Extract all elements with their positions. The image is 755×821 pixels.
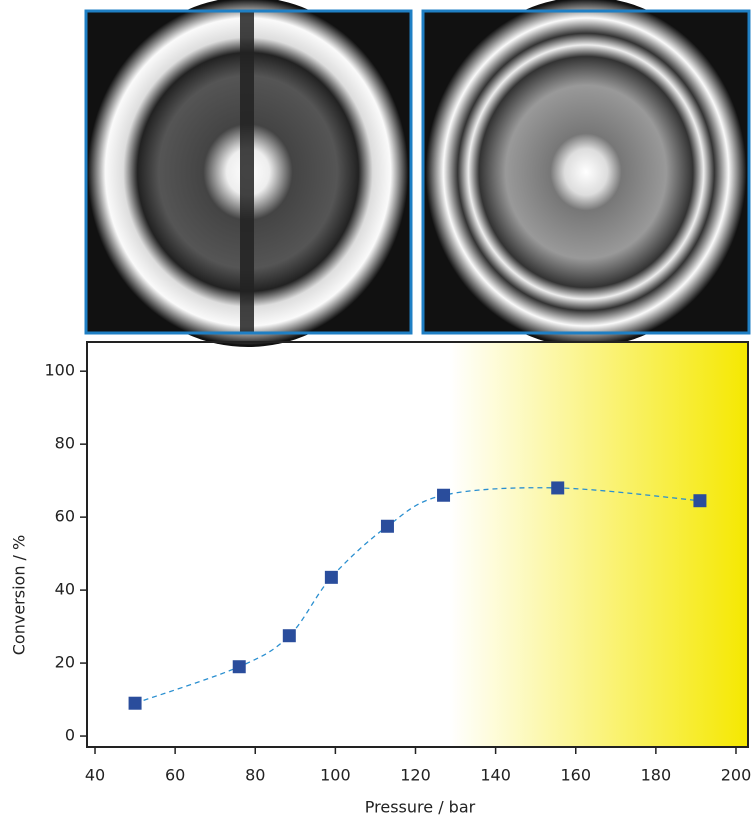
x-tick-label: 200 — [721, 766, 752, 785]
data-point — [232, 660, 246, 674]
y-tick-label: 80 — [55, 434, 75, 453]
data-point — [324, 570, 338, 584]
y-tick-label: 100 — [44, 361, 75, 380]
photo-right — [421, 0, 751, 347]
y-axis-label: Conversion / % — [10, 535, 29, 655]
x-tick-label: 140 — [480, 766, 511, 785]
x-tick-label: 60 — [165, 766, 185, 785]
y-tick-label: 60 — [55, 507, 75, 526]
y-tick-label: 0 — [65, 726, 75, 745]
data-point — [693, 494, 707, 508]
photo-left — [84, 0, 413, 347]
x-tick-label: 160 — [560, 766, 591, 785]
data-point — [380, 519, 394, 533]
data-point — [551, 481, 565, 495]
data-point — [437, 488, 451, 502]
background-gradient — [450, 342, 748, 747]
plot-frame — [86, 341, 749, 748]
x-tick-label: 40 — [85, 766, 105, 785]
data-point — [282, 629, 296, 643]
x-tick-label: 180 — [641, 766, 672, 785]
y-tick-label: 40 — [55, 580, 75, 599]
y-tick-label: 20 — [55, 653, 75, 672]
data-point — [128, 696, 142, 710]
x-tick-label: 120 — [400, 766, 431, 785]
x-tick-label: 100 — [320, 766, 351, 785]
x-axis-label: Pressure / bar — [365, 798, 476, 817]
x-tick-label: 80 — [245, 766, 265, 785]
